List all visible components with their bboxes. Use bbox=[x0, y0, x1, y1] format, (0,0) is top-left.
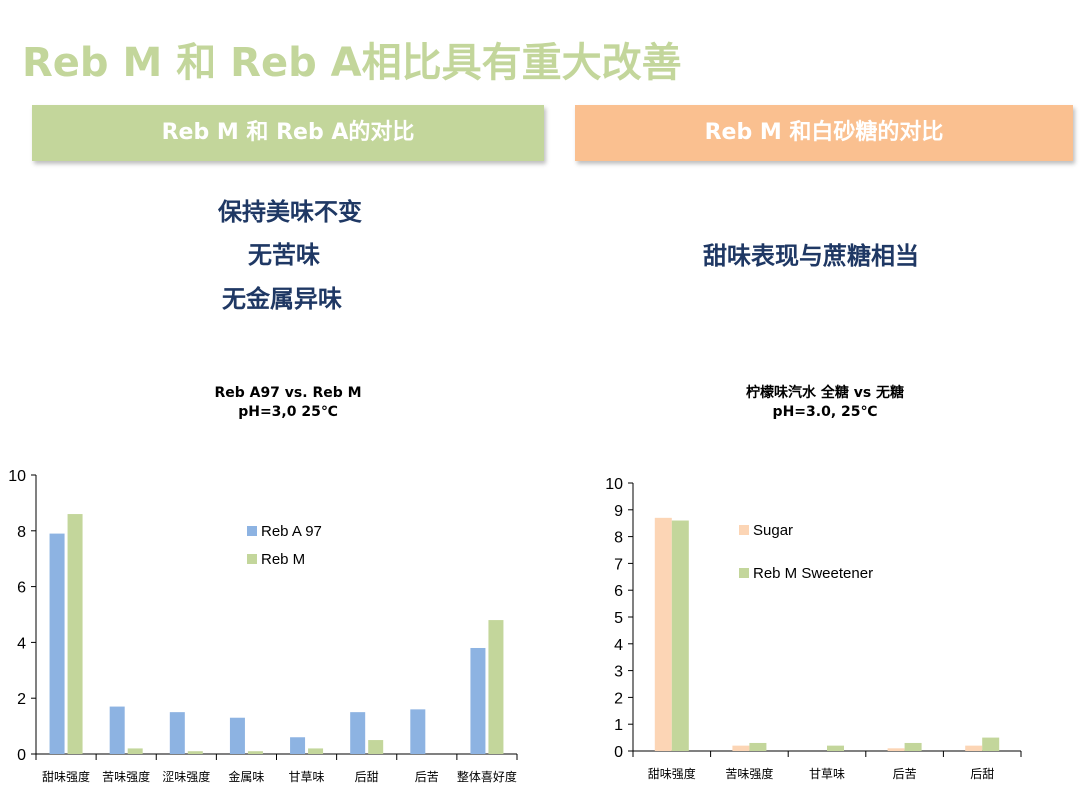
x-tick-label: 甜味强度 bbox=[648, 766, 696, 781]
y-tick-label: 4 bbox=[17, 635, 26, 652]
bar-reb-m-sweetener bbox=[827, 745, 844, 751]
bar-reb-m-sweetener bbox=[982, 737, 1000, 751]
bar-sugar bbox=[654, 517, 672, 751]
y-tick-label: 10 bbox=[8, 468, 26, 485]
bar-reb-m bbox=[368, 740, 384, 754]
legend-swatch bbox=[739, 525, 749, 535]
x-tick-label: 金属味 bbox=[228, 769, 264, 784]
bar-reb-a-97 bbox=[109, 706, 125, 754]
left-point: 无金属异味 bbox=[222, 285, 342, 313]
right-header: Reb M 和白砂糖的对比 bbox=[575, 105, 1073, 161]
y-tick-label: 0 bbox=[614, 744, 623, 761]
x-tick-label: 后甜 bbox=[970, 767, 994, 781]
legend-swatch bbox=[247, 526, 257, 536]
y-tick-label: 8 bbox=[17, 524, 26, 541]
y-tick-label: 6 bbox=[17, 580, 26, 597]
x-tick-label: 后甜 bbox=[355, 770, 379, 784]
y-tick-label: 9 bbox=[614, 503, 623, 520]
y-tick-label: 3 bbox=[614, 664, 623, 681]
y-tick-label: 2 bbox=[614, 690, 623, 707]
bar-reb-a-97 bbox=[470, 647, 486, 754]
x-tick-label: 涩味强度 bbox=[162, 769, 210, 784]
legend-label: Sugar bbox=[753, 522, 793, 539]
legend-label: Reb M bbox=[261, 551, 305, 568]
y-tick-label: 4 bbox=[614, 637, 623, 654]
bar-sugar bbox=[965, 745, 983, 751]
bar-reb-m bbox=[127, 748, 143, 754]
chart2-title: 柠檬味汽水 全糖 vs 无糖 pH=3.0, 25℃ bbox=[745, 385, 905, 420]
y-tick-label: 1 bbox=[614, 717, 623, 734]
bar-sugar bbox=[732, 745, 750, 751]
legend-swatch bbox=[739, 568, 749, 578]
bar-reb-a-97 bbox=[229, 717, 245, 754]
y-tick-label: 2 bbox=[17, 691, 26, 708]
x-tick-label: 苦味强度 bbox=[102, 769, 150, 784]
legend-label: Reb M Sweetener bbox=[753, 565, 873, 582]
left-header: Reb M 和 Reb A的对比 bbox=[32, 105, 544, 161]
legend-swatch bbox=[247, 554, 257, 564]
page-title: Reb M 和 Reb A相比具有重大改善 bbox=[22, 40, 682, 86]
y-tick-label: 7 bbox=[614, 556, 623, 573]
x-tick-label: 苦味强度 bbox=[725, 766, 773, 781]
x-tick-label: 甘草味 bbox=[289, 770, 325, 784]
y-tick-label: 6 bbox=[614, 583, 623, 600]
x-tick-label: 甘草味 bbox=[809, 767, 845, 781]
bar-reb-m bbox=[488, 620, 504, 754]
y-tick-label: 0 bbox=[17, 747, 26, 764]
bar-reb-a-97 bbox=[410, 709, 426, 754]
legend-label: Reb A 97 bbox=[261, 523, 322, 540]
y-tick-label: 10 bbox=[605, 476, 623, 493]
bar-reb-m-sweetener bbox=[904, 742, 922, 751]
bar-reb-m bbox=[187, 751, 203, 754]
right-point: 甜味表现与蔗糖相当 bbox=[703, 242, 919, 270]
bar-reb-a-97 bbox=[290, 737, 306, 754]
bar-reb-a-97 bbox=[350, 712, 366, 754]
bar-reb-m-sweetener bbox=[671, 520, 689, 751]
x-tick-label: 后苦 bbox=[893, 767, 917, 781]
left-point: 无苦味 bbox=[248, 241, 320, 269]
left-point: 保持美味不变 bbox=[218, 198, 362, 226]
bar-reb-m bbox=[308, 748, 324, 754]
bar-reb-m bbox=[67, 514, 83, 754]
bar-reb-a-97 bbox=[49, 533, 65, 754]
y-tick-label: 8 bbox=[614, 530, 623, 547]
bar-reb-a-97 bbox=[169, 712, 185, 754]
x-tick-label: 整体喜好度 bbox=[457, 769, 517, 784]
y-tick-label: 5 bbox=[614, 610, 623, 627]
bar-reb-m bbox=[247, 751, 263, 754]
x-tick-label: 甜味强度 bbox=[42, 769, 90, 784]
bar-reb-m-sweetener bbox=[749, 742, 767, 751]
x-tick-label: 后苦 bbox=[415, 770, 439, 784]
bar-sugar bbox=[887, 748, 905, 751]
